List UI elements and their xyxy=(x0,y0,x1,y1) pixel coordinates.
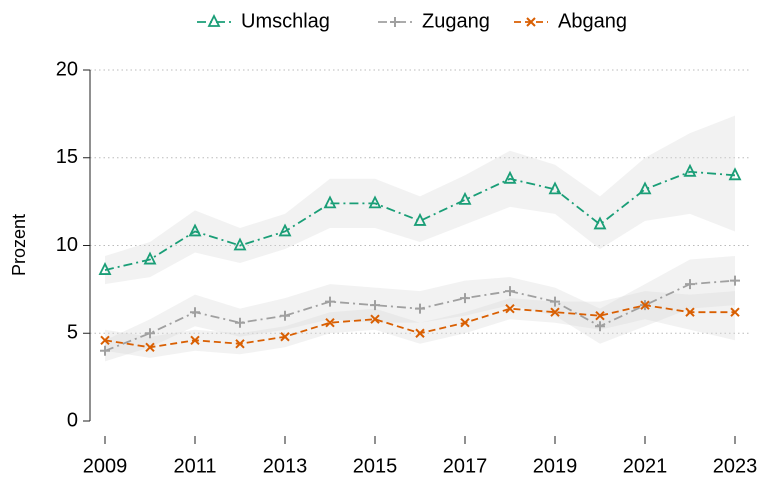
x-tick-label: 2011 xyxy=(173,455,216,477)
marker xyxy=(638,181,652,195)
y-tick-label: 20 xyxy=(56,58,78,80)
x-tick-label: 2023 xyxy=(713,455,758,477)
marker xyxy=(143,251,157,265)
marker xyxy=(505,303,515,314)
legend-label: Abgang xyxy=(558,10,627,32)
marker xyxy=(370,300,380,311)
marker xyxy=(235,317,245,328)
marker xyxy=(278,223,292,237)
marker xyxy=(595,321,605,332)
marker xyxy=(505,286,515,297)
marker xyxy=(685,307,695,317)
legend-label: Zugang xyxy=(422,10,490,32)
marker xyxy=(460,293,470,304)
marker xyxy=(640,300,650,310)
x-tick-label: 2009 xyxy=(83,455,128,477)
marker xyxy=(280,310,290,321)
x-tick-label: 2015 xyxy=(353,455,398,477)
marker xyxy=(593,216,607,230)
marker xyxy=(503,170,517,184)
marker xyxy=(415,303,425,314)
marker xyxy=(188,223,202,237)
marker xyxy=(145,342,155,352)
legend-label: Umschlag xyxy=(241,10,330,32)
marker xyxy=(548,181,562,195)
marker xyxy=(323,195,337,209)
x-tick-label: 2019 xyxy=(533,455,578,477)
marker xyxy=(100,335,110,345)
marker xyxy=(280,332,290,342)
marker xyxy=(190,307,200,318)
series-line xyxy=(104,170,736,271)
marker xyxy=(730,275,740,286)
marker xyxy=(730,307,740,317)
y-tick-label: 0 xyxy=(67,409,78,431)
legend-marker xyxy=(390,17,400,27)
x-tick-label: 2013 xyxy=(263,455,308,477)
marker xyxy=(413,212,427,226)
marker xyxy=(98,262,112,275)
marker xyxy=(458,191,472,205)
marker xyxy=(550,307,560,317)
marker xyxy=(235,339,245,349)
legend-marker xyxy=(207,13,221,27)
marker xyxy=(595,310,605,321)
marker xyxy=(415,328,425,338)
y-tick-label: 10 xyxy=(56,234,78,256)
y-tick-label: 5 xyxy=(67,322,78,344)
marker xyxy=(325,296,335,307)
confidence-band xyxy=(105,115,735,285)
x-tick-label: 2017 xyxy=(443,455,488,477)
y-axis-label: Prozent xyxy=(9,214,29,276)
marker xyxy=(100,345,110,356)
marker xyxy=(233,237,247,251)
marker xyxy=(728,167,742,181)
legend-marker xyxy=(526,17,536,27)
marker xyxy=(370,314,380,324)
marker xyxy=(368,195,382,209)
marker xyxy=(685,279,695,290)
marker xyxy=(325,318,335,328)
marker xyxy=(145,328,155,339)
marker xyxy=(550,296,560,307)
x-tick-label: 2021 xyxy=(623,455,668,477)
marker xyxy=(683,163,697,177)
y-tick-label: 15 xyxy=(56,146,78,168)
marker xyxy=(190,335,200,345)
marker xyxy=(460,318,470,328)
